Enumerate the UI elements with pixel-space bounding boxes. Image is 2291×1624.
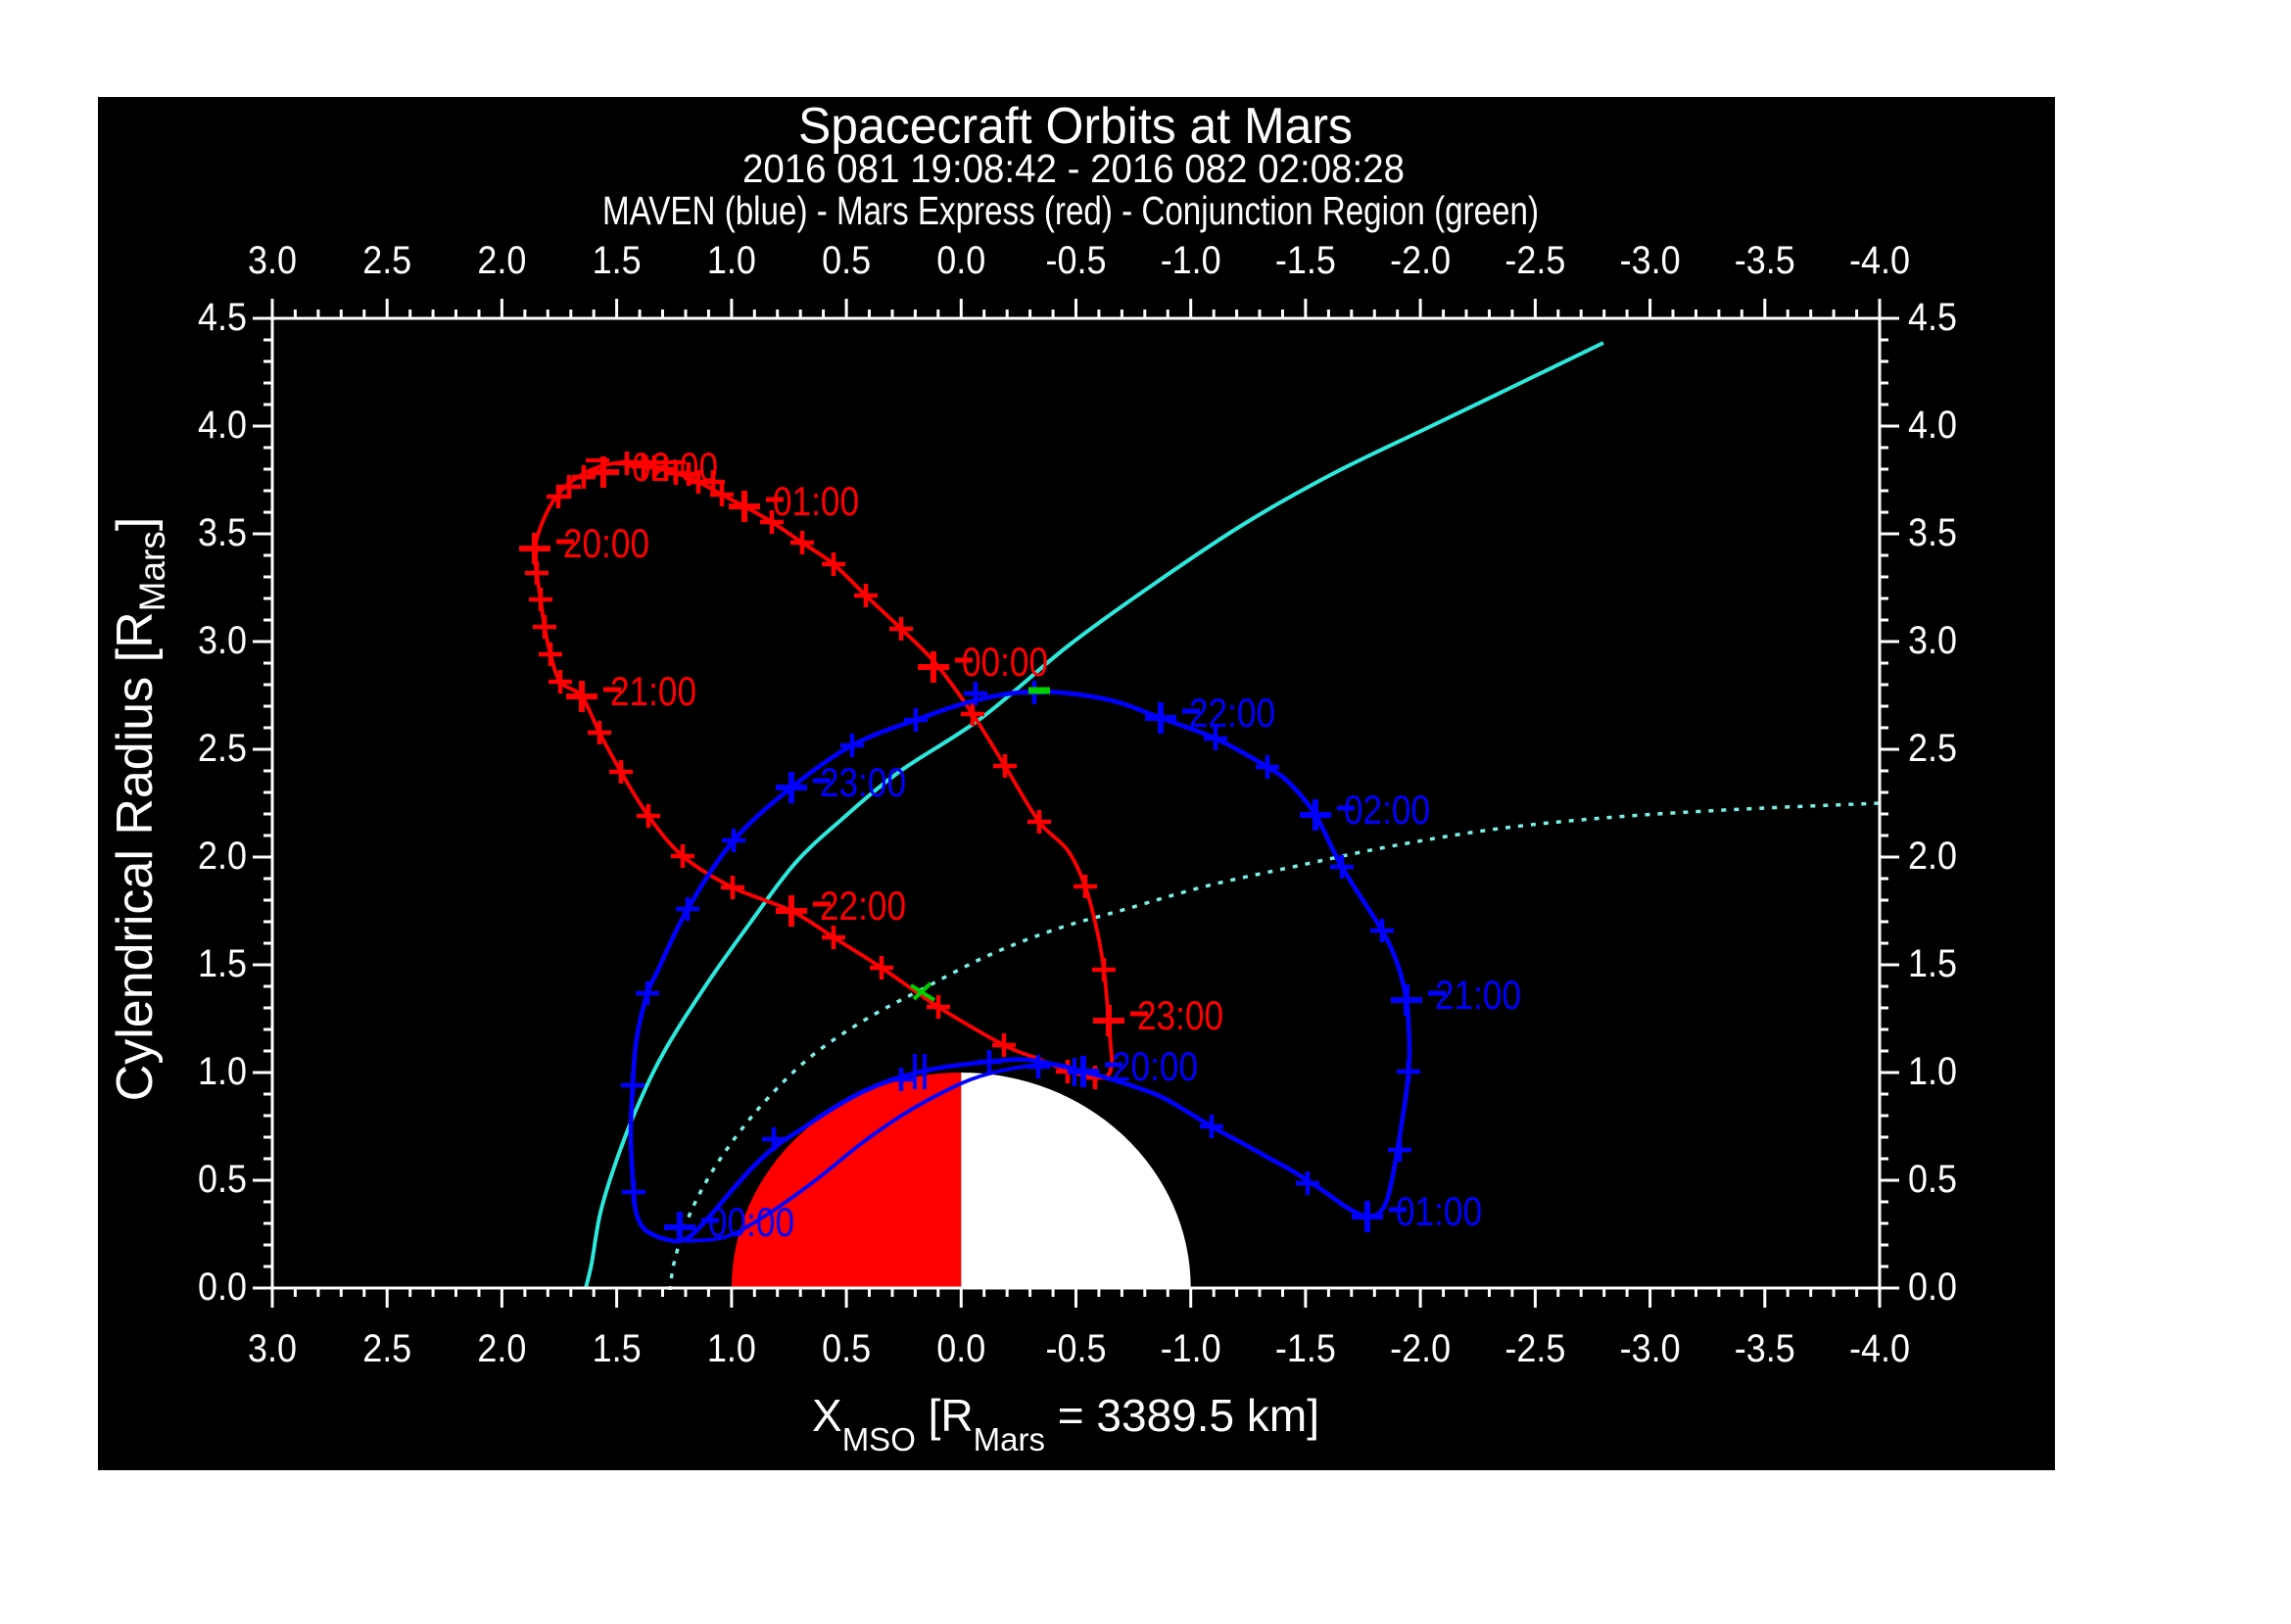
svg-text:-2.0: -2.0 (1390, 239, 1451, 282)
svg-text:21:00: 21:00 (610, 668, 696, 714)
svg-text:2.5: 2.5 (198, 727, 247, 770)
svg-text:-3.0: -3.0 (1620, 1327, 1681, 1370)
svg-text:-3.0: -3.0 (1620, 239, 1681, 282)
svg-text:0.0: 0.0 (936, 239, 985, 282)
svg-text:02:00: 02:00 (632, 444, 718, 490)
svg-text:3.5: 3.5 (198, 511, 247, 554)
svg-text:2.0: 2.0 (477, 1327, 526, 1370)
svg-text:4.5: 4.5 (198, 296, 247, 339)
svg-text:0.5: 0.5 (822, 1327, 871, 1370)
svg-text:00:00: 00:00 (708, 1199, 794, 1245)
svg-text:2.0: 2.0 (198, 835, 247, 878)
svg-text:0.0: 0.0 (936, 1327, 985, 1370)
svg-text:-1.0: -1.0 (1161, 1327, 1221, 1370)
svg-text:00:00: 00:00 (962, 639, 1048, 685)
svg-text:01:00: 01:00 (773, 478, 859, 524)
svg-text:-1.5: -1.5 (1275, 1327, 1336, 1370)
svg-text:1.0: 1.0 (707, 239, 756, 282)
svg-text:23:00: 23:00 (820, 759, 906, 805)
svg-text:20:00: 20:00 (1112, 1043, 1198, 1089)
svg-text:1.5: 1.5 (1908, 942, 1957, 985)
svg-text:MAVEN (blue) - Mars Express (r: MAVEN (blue) - Mars Express (red) - Conj… (602, 188, 1539, 233)
svg-text:2.0: 2.0 (477, 239, 526, 282)
svg-text:XMSO [RMars = 3389.5 km]: XMSO [RMars = 3389.5 km] (812, 1390, 1319, 1457)
svg-text:-2.5: -2.5 (1504, 239, 1565, 282)
svg-text:2.0: 2.0 (1908, 835, 1957, 878)
svg-text:0.5: 0.5 (822, 239, 871, 282)
svg-text:-3.5: -3.5 (1735, 1327, 1795, 1370)
svg-text:2.5: 2.5 (1908, 727, 1957, 770)
svg-text:1.5: 1.5 (198, 942, 247, 985)
svg-text:-4.0: -4.0 (1849, 239, 1910, 282)
svg-text:4.0: 4.0 (198, 404, 247, 447)
svg-text:0.5: 0.5 (198, 1158, 247, 1201)
svg-text:-3.5: -3.5 (1735, 239, 1795, 282)
svg-text:-2.0: -2.0 (1390, 1327, 1451, 1370)
svg-text:1.0: 1.0 (1908, 1050, 1957, 1093)
svg-text:3.0: 3.0 (248, 239, 297, 282)
svg-text:22:00: 22:00 (1189, 690, 1275, 736)
svg-text:-0.5: -0.5 (1046, 1327, 1107, 1370)
svg-text:3.0: 3.0 (198, 619, 247, 662)
svg-text:0.0: 0.0 (198, 1266, 247, 1309)
svg-text:-1.5: -1.5 (1275, 239, 1336, 282)
svg-text:-1.0: -1.0 (1161, 239, 1221, 282)
svg-text:0.0: 0.0 (1908, 1266, 1957, 1309)
svg-text:23:00: 23:00 (1137, 992, 1223, 1038)
svg-text:Spacecraft Orbits at Mars: Spacecraft Orbits at Mars (798, 98, 1353, 155)
svg-text:20:00: 20:00 (563, 520, 649, 566)
svg-text:4.0: 4.0 (1908, 404, 1957, 447)
svg-text:1.5: 1.5 (593, 239, 642, 282)
svg-text:22:00: 22:00 (820, 883, 906, 929)
svg-text:3.0: 3.0 (248, 1327, 297, 1370)
svg-text:2.5: 2.5 (362, 239, 411, 282)
svg-text:1.0: 1.0 (707, 1327, 756, 1370)
svg-text:3.5: 3.5 (1908, 511, 1957, 554)
svg-text:1.5: 1.5 (593, 1327, 642, 1370)
svg-text:21:00: 21:00 (1435, 972, 1521, 1018)
svg-text:-0.5: -0.5 (1046, 239, 1107, 282)
svg-text:0.5: 0.5 (1908, 1158, 1957, 1201)
svg-text:Cylendrical Radius [RMars]: Cylendrical Radius [RMars] (107, 517, 172, 1102)
svg-text:2.5: 2.5 (362, 1327, 411, 1370)
svg-text:-4.0: -4.0 (1849, 1327, 1910, 1370)
svg-text:2016 081 19:08:42 - 2016 082 0: 2016 081 19:08:42 - 2016 082 02:08:28 (742, 146, 1405, 191)
svg-text:01:00: 01:00 (1396, 1188, 1482, 1234)
svg-text:4.5: 4.5 (1908, 296, 1957, 339)
svg-text:1.0: 1.0 (198, 1050, 247, 1093)
svg-text:02:00: 02:00 (1344, 787, 1430, 833)
svg-text:3.0: 3.0 (1908, 619, 1957, 662)
svg-text:-2.5: -2.5 (1504, 1327, 1565, 1370)
